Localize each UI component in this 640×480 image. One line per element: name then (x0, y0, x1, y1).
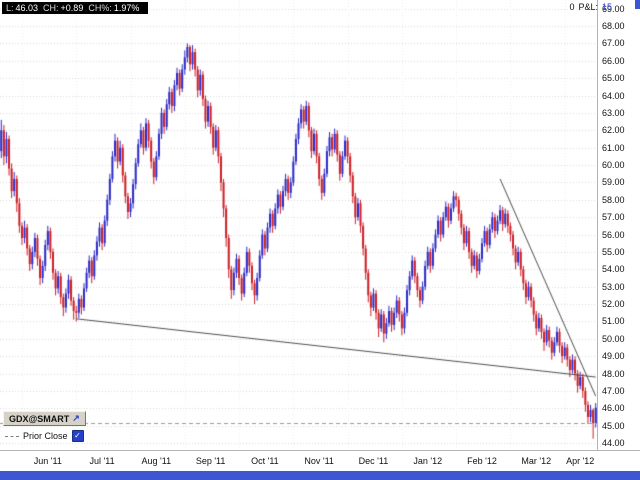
month-tick-label: Jan '12 (413, 456, 443, 466)
month-tick-label: Apr '12 (566, 456, 595, 466)
price-tick-label: 64.00 (602, 90, 625, 101)
price-tick-label: 57.00 (602, 212, 625, 223)
change-value: +0.89 (60, 3, 84, 13)
dashed-line-sample (5, 435, 19, 437)
price-tick-label: 65.00 (602, 73, 625, 84)
price-tick-label: 56.00 (602, 229, 625, 240)
price-tick-label: 44.00 (602, 438, 625, 449)
price-tick-label: 46.00 (602, 403, 625, 414)
price-tick-label: 53.00 (602, 281, 625, 292)
price-tick-label: 49.00 (602, 351, 625, 362)
month-tick-label: Sep '11 (195, 456, 226, 466)
change-pct-value: 1.97% (113, 3, 140, 13)
month-tick-label: Jun '11 (33, 456, 62, 466)
check-icon: ✓ (74, 431, 81, 440)
price-tick-label: 51.00 (602, 316, 625, 327)
price-tick-label: 61.00 (602, 142, 625, 153)
pnl-label: P&L: (578, 2, 598, 12)
price-tick-label: 67.00 (602, 38, 625, 49)
chart-plot-area[interactable]: L: 46.03 CH: +0.89 CH%: 1.97% GDX@SMART ↗ Pri… (0, 0, 597, 450)
price-tick-label: 59.00 (602, 177, 625, 188)
price-tick-label: 50.00 (602, 333, 625, 344)
candlestick-chart[interactable] (0, 0, 597, 450)
price-tick-label: 69.00 (602, 3, 625, 14)
price-tick-label: 55.00 (602, 246, 625, 257)
change-label: CH: (43, 3, 59, 13)
month-tick-label: Aug '11 (141, 456, 172, 466)
month-tick-label: Oct '11 (251, 456, 279, 466)
pnl-value: 15 (601, 2, 612, 12)
price-tick-label: 54.00 (602, 264, 625, 275)
price-axis[interactable]: 69.00 68.00 67.00 66.00 65.00 64.00 63.00 62.00… (597, 0, 640, 450)
last-value: 46.03 (15, 3, 39, 13)
month-tick-label: Nov '11 (304, 456, 334, 466)
pnl-bar: 0 P&L: 15 (565, 2, 612, 12)
price-tick-label: 63.00 (602, 107, 625, 118)
price-tick-label: 60.00 (602, 160, 625, 171)
price-tick-label: 68.00 (602, 21, 625, 32)
price-tick-label: 66.00 (602, 55, 625, 66)
prior-close-legend: Prior Close ✓ (5, 430, 84, 442)
month-tick-label: Feb '12 (467, 456, 497, 466)
month-tick-label: Mar '12 (521, 456, 552, 466)
prior-close-checkbox[interactable]: ✓ (71, 430, 84, 442)
last-label: L: (6, 3, 14, 13)
symbol-chip[interactable]: GDX@SMART ↗ (3, 411, 86, 426)
price-tick-label: 47.00 (602, 385, 625, 396)
price-tick-label: 58.00 (602, 194, 625, 205)
price-tick-label: 48.00 (602, 368, 625, 379)
change-pct-label: CH%: (88, 3, 112, 13)
scroll-edge-marker (635, 0, 640, 9)
price-tick-label: 62.00 (602, 125, 625, 136)
quote-bar: L: 46.03 CH: +0.89 CH%: 1.97% (2, 2, 149, 14)
month-tick-label: Dec '11 (358, 456, 389, 466)
price-tick-label: 52.00 (602, 299, 625, 310)
month-tick-label: Jul '11 (89, 456, 115, 466)
prior-close-label: Prior Close (23, 431, 68, 441)
price-tick-label: 45.00 (602, 420, 625, 431)
position-value: 0 (569, 2, 575, 12)
chart-link-icon: ↗ (72, 413, 80, 423)
horizontal-scrollbar[interactable] (0, 471, 640, 480)
time-axis[interactable]: Jun '11 Jul '11 Aug '11 Sep '11 Oct '11 Nov '… (0, 450, 640, 472)
symbol-label: GDX@SMART (9, 413, 70, 424)
